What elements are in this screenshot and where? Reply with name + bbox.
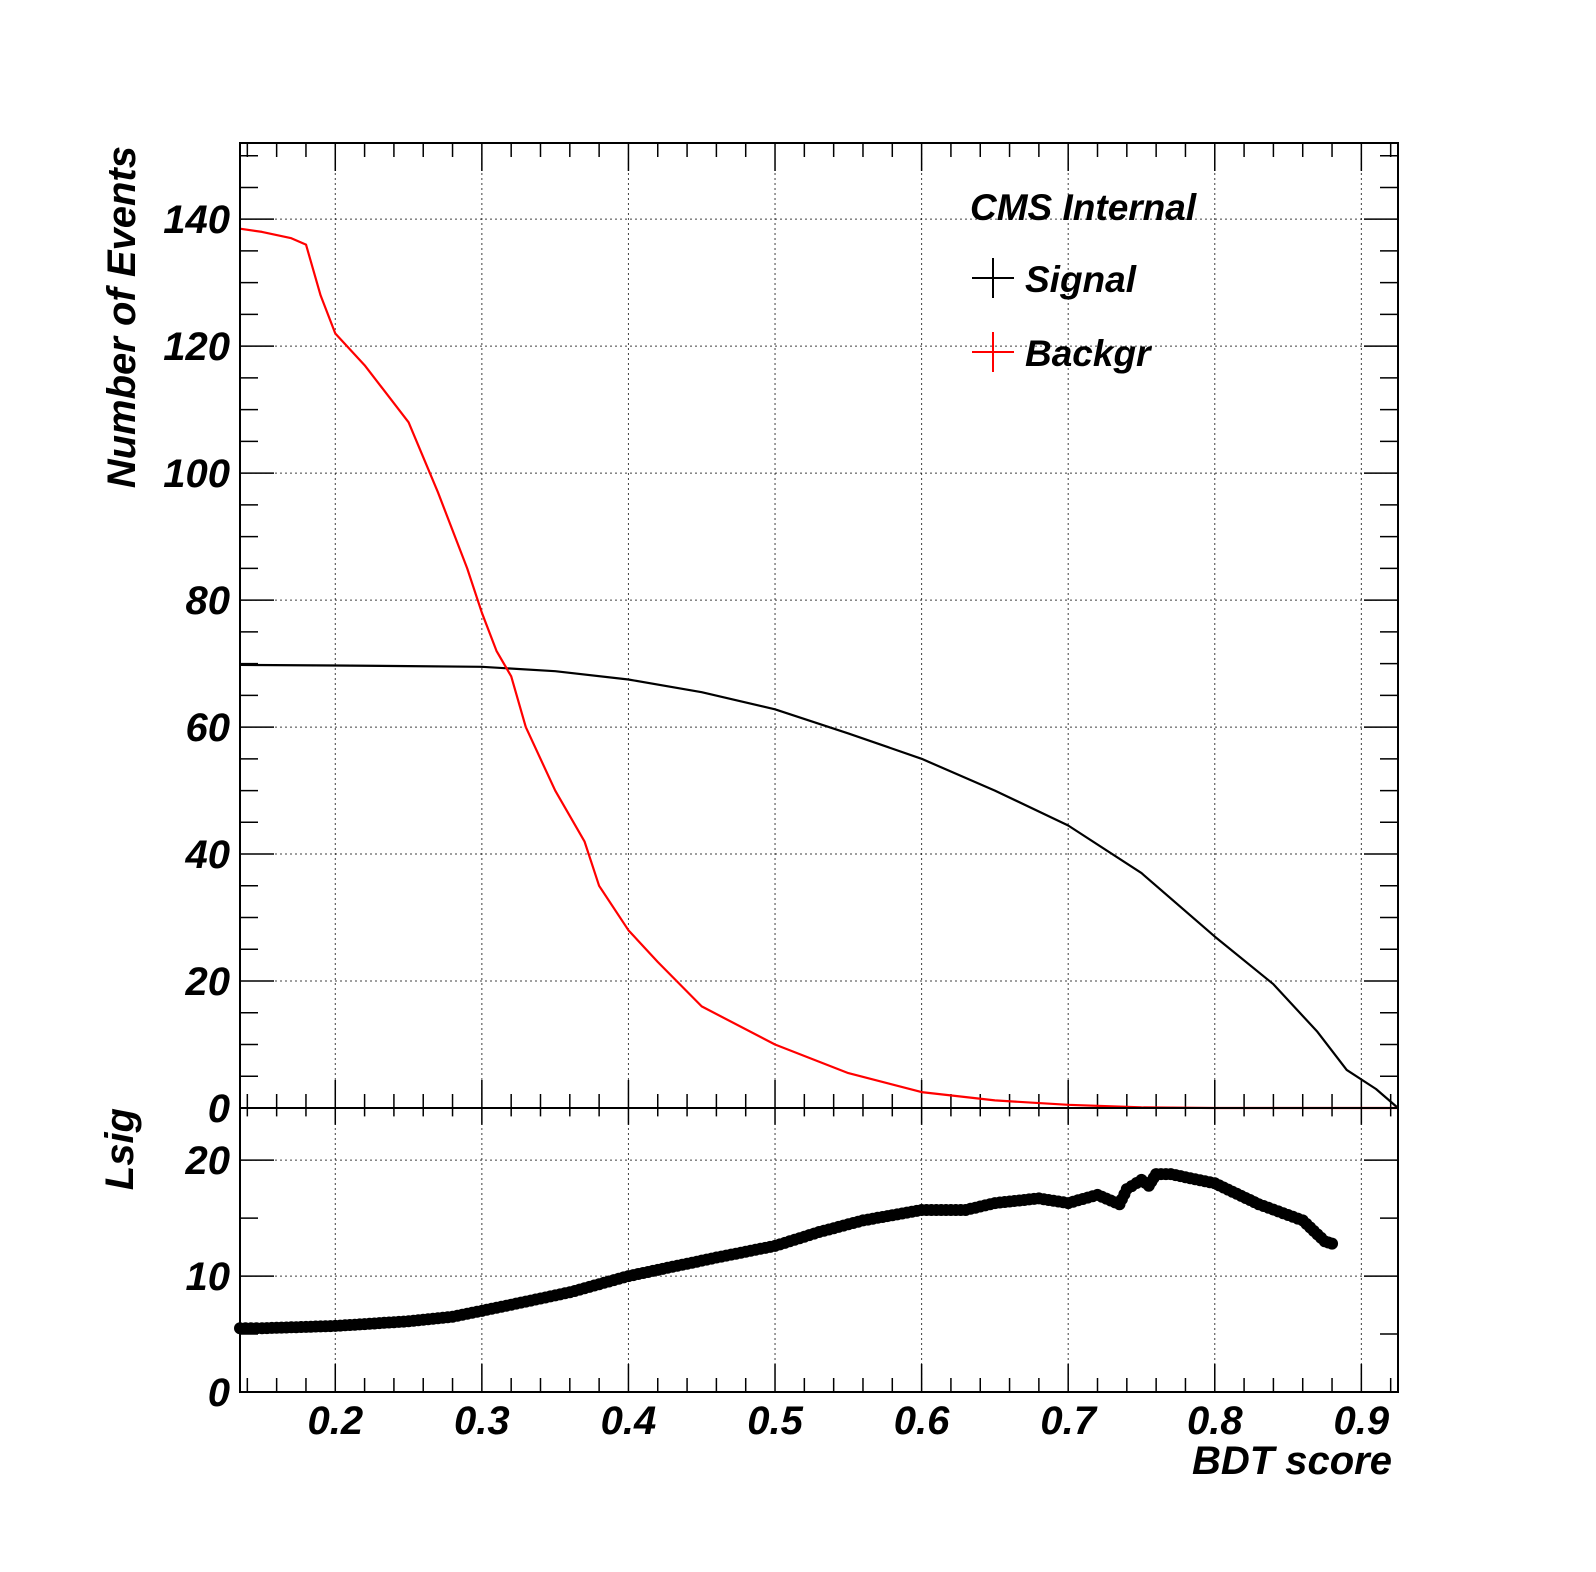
- x-axis-label: BDT score: [1192, 1439, 1392, 1483]
- bottom-panel-y-tick-labels: 0 10 20: [185, 1139, 231, 1415]
- x-tick-label: 0.8: [1187, 1399, 1243, 1443]
- legend-entry-signal: Signal: [972, 258, 1137, 300]
- top-panel-series: [239, 227, 1399, 1110]
- x-tick-label: 0.6: [894, 1399, 950, 1443]
- bottom-y-tick-label: 10: [186, 1255, 231, 1299]
- series-line-signal: [239, 663, 1399, 1109]
- bottom-panel-ticks: [240, 1108, 1398, 1393]
- top-y-tick-label: 40: [185, 833, 231, 877]
- bottom-y-tick-label: 20: [185, 1139, 231, 1183]
- legend: CMS Internal Signal Backgr: [970, 187, 1197, 374]
- x-tick-label: 0.7: [1040, 1399, 1097, 1443]
- x-tick-label: 0.4: [601, 1399, 657, 1443]
- bottom-y-axis-label: Lsig: [98, 1108, 142, 1190]
- bottom-panel-x-tick-labels: 0.2 0.3 0.4 0.5 0.6 0.7 0.8 0.9: [307, 1399, 1389, 1443]
- x-tick-label: 0.9: [1334, 1399, 1390, 1443]
- top-y-tick-label: 20: [185, 960, 231, 1004]
- top-y-tick-label: 120: [163, 325, 230, 369]
- top-y-tick-label: 100: [163, 452, 230, 496]
- x-tick-label: 0.3: [454, 1399, 510, 1443]
- top-y-tick-label: 60: [186, 706, 231, 750]
- top-y-axis-label: Number of Events: [100, 146, 144, 488]
- top-panel-y-tick-labels: 0 20 40 60 80 100 120 140: [163, 198, 230, 1131]
- top-y-tick-label: 0: [208, 1087, 230, 1131]
- top-panel-ticks: [240, 143, 1398, 1109]
- series-line-backgr: [239, 227, 1398, 1110]
- bottom-panel-grid: [240, 1108, 1398, 1392]
- bottom-y-tick-label: 0: [208, 1371, 230, 1415]
- lsig-point: [1326, 1237, 1339, 1250]
- cms-internal-label: CMS Internal: [970, 187, 1197, 228]
- top-y-tick-label: 140: [163, 198, 230, 242]
- legend-entry-backgr: Backgr: [972, 332, 1153, 374]
- bottom-panel-frame: [239, 1107, 1399, 1393]
- legend-label-backgr: Backgr: [1025, 333, 1153, 374]
- bottom-panel-series: [234, 1168, 1339, 1335]
- legend-label-signal: Signal: [1025, 259, 1137, 300]
- top-y-tick-label: 80: [186, 579, 231, 623]
- top-panel-grid: [240, 143, 1398, 1108]
- x-tick-label: 0.5: [747, 1399, 803, 1443]
- x-tick-label: 0.2: [307, 1399, 363, 1443]
